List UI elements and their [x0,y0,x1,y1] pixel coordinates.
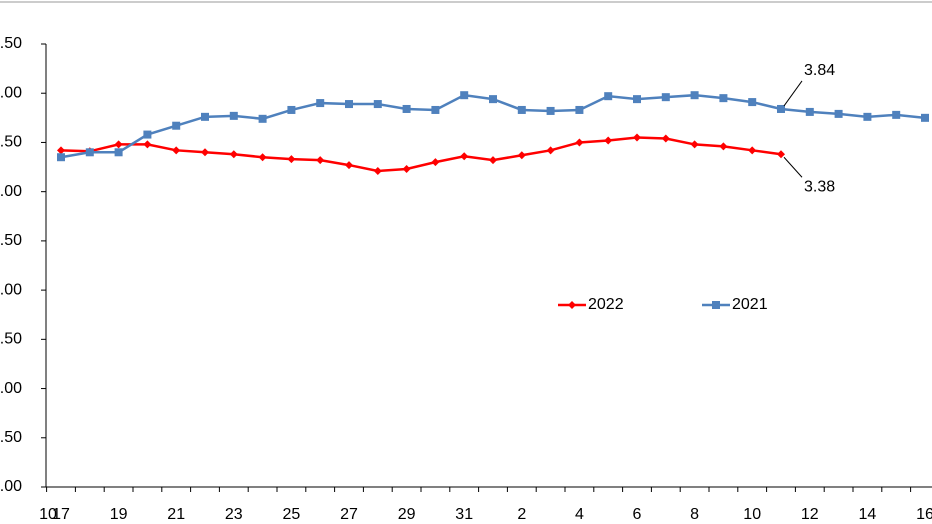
marker [373,166,382,175]
marker [57,153,65,162]
x-tick-label: 6 [633,506,642,523]
marker [604,136,613,145]
annotation: 3.84 [804,62,835,79]
marker [633,133,641,142]
x-tick-label: 8 [690,506,699,523]
marker [719,142,728,151]
marker [402,165,411,174]
marker [229,111,238,120]
marker [517,151,526,160]
x-tick-label: 31 [455,506,473,523]
marker [172,146,181,155]
series-line [60,93,926,159]
marker [172,121,181,130]
marker [690,91,699,100]
y-tick-label: 0.50 [0,429,22,446]
marker [201,112,209,121]
marker [805,107,814,116]
marker [546,146,555,155]
marker [114,148,123,157]
y-tick-label: 0.00 [0,478,22,495]
marker [460,152,469,161]
marker [834,109,843,118]
marker [345,100,353,109]
x-tick-label: 19 [110,506,128,523]
y-tick-label: 1.50 [0,331,22,348]
marker [85,148,94,157]
marker [575,105,584,114]
marker [143,140,152,149]
marker [517,105,526,114]
marker [604,92,613,101]
x-tick-label: 21 [167,506,185,523]
y-tick-label: 3.00 [0,183,22,200]
marker [712,301,720,309]
y-tick-label: 4.00 [0,84,22,101]
annotation-pointer [783,156,803,178]
marker [690,140,699,149]
x-tick-label: 16 [916,506,932,523]
marker [863,112,872,121]
y-tick-label: 2.00 [0,281,22,298]
x-tick-label: 29 [398,506,416,523]
x-tick-label: 12 [801,506,819,523]
marker [143,130,152,139]
y-tick-label: 4.50 [0,35,22,52]
annotation: 3.38 [804,178,835,195]
marker [575,138,584,147]
x-tick-label: 10 [743,506,761,523]
x-tick-label: 14 [859,506,877,523]
x-tick-label: 25 [283,506,301,523]
marker [258,153,267,162]
marker [489,156,497,165]
y-tick-label: 3.50 [0,134,22,151]
x-tick-label: 2 [517,506,526,523]
marker [316,156,325,165]
marker [431,105,440,114]
marker [431,158,440,167]
legend-label: 2021 [732,296,768,313]
x-tick-label: 27 [340,506,358,523]
legend-label: 2022 [588,296,624,313]
marker [258,114,267,123]
marker [114,140,123,149]
marker [633,95,641,104]
y-tick-label: 2.50 [0,232,22,249]
marker [229,150,238,159]
marker [748,98,757,107]
marker [316,99,325,108]
marker [57,146,65,155]
x-tick-label: 4 [575,506,584,523]
x-prefix-label: 10 [39,506,57,523]
marker [345,161,353,170]
y-tick-label: 1.00 [0,380,22,397]
marker [719,94,728,103]
marker [892,110,901,119]
marker [287,155,296,164]
marker [373,100,382,109]
marker [661,93,670,102]
annotation-pointer [783,80,803,107]
marker [546,106,555,115]
marker [287,105,296,114]
series-line [60,136,782,173]
x-tick-label: 17 [52,506,70,523]
marker [748,146,757,155]
marker [921,113,929,122]
marker [201,148,209,157]
x-tick-label: 23 [225,506,243,523]
marker [489,95,497,104]
marker [402,104,411,113]
marker [460,91,469,100]
marker [568,301,576,309]
marker [777,104,785,113]
marker [661,134,670,143]
marker [777,150,785,159]
